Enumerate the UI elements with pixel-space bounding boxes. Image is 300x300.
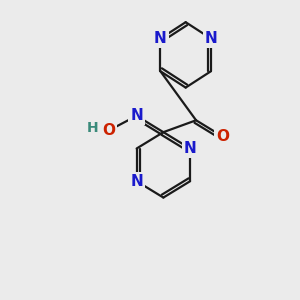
- Text: O: O: [102, 123, 115, 138]
- Text: O: O: [216, 129, 229, 144]
- Text: N: N: [154, 31, 167, 46]
- Text: N: N: [130, 174, 143, 189]
- Text: H: H: [87, 121, 99, 135]
- Text: N: N: [205, 31, 217, 46]
- Text: N: N: [130, 108, 143, 123]
- Text: N: N: [184, 141, 196, 156]
